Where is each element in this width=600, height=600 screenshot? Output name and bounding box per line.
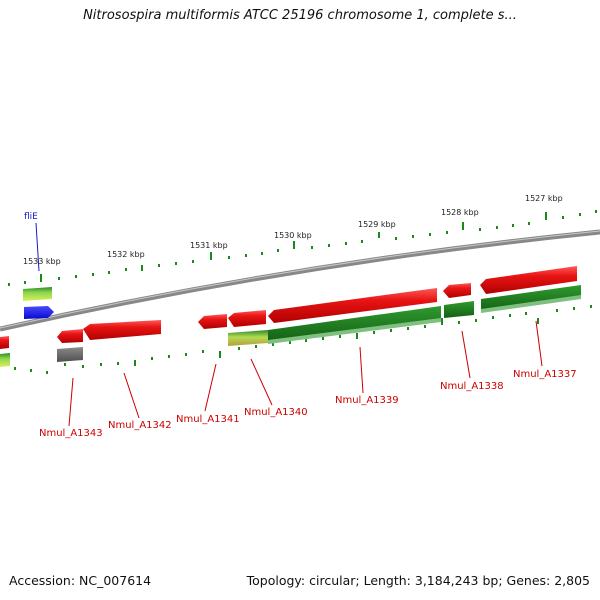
- gene-flie[interactable]: [24, 306, 54, 319]
- scale-label: 1531 kbp: [190, 241, 228, 250]
- feature-label-flie[interactable]: fliE: [24, 212, 38, 222]
- gene-flie-strip[interactable]: [23, 287, 52, 301]
- scale-labels: 1533 kbp 1532 kbp 1531 kbp 1530 kbp 1529…: [23, 194, 563, 266]
- locus-labels[interactable]: Nmul_A1343 Nmul_A1342 Nmul_A1341 Nmul_A1…: [39, 369, 577, 439]
- locus-label-nmul-a1339: Nmul_A1339: [335, 395, 399, 406]
- locus-leader-lines: [68, 320, 543, 427]
- gene-nmul-a1340: [228, 310, 266, 327]
- outer-scale-ticks: [8, 210, 597, 286]
- reverse-cds[interactable]: [0, 285, 581, 367]
- scale-label: 1529 kbp: [358, 220, 396, 229]
- scale-label: 1530 kbp: [274, 231, 312, 240]
- chromosome-backbone-highlight: [0, 230, 600, 329]
- locus-label-nmul-a1338: Nmul_A1338: [440, 381, 504, 392]
- accession-text: Accession: NC_007614: [9, 573, 152, 588]
- inner-scale-ticks: [14, 305, 592, 374]
- map-title: Nitrosospira multiformis ATCC 25196 chro…: [83, 8, 517, 23]
- gene-nmul-a1337: [480, 266, 577, 294]
- gene-nmul-a1339: [268, 288, 437, 323]
- locus-label-nmul-a1343: Nmul_A1343: [39, 428, 103, 439]
- gene-nmul-a1338: [443, 283, 471, 298]
- cds-nmul-a1337: [481, 285, 581, 312]
- cds-nmul-a1339: [268, 306, 441, 342]
- forward-genes[interactable]: [0, 266, 577, 349]
- gene-left-edge: [0, 336, 9, 349]
- locus-label-nmul-a1341: Nmul_A1341: [176, 414, 240, 425]
- scale-label: 1532 kbp: [107, 250, 145, 259]
- topology-summary: Topology: circular; Length: 3,184,243 bp…: [246, 573, 590, 588]
- cds-nmul-a1337-edge: [481, 295, 581, 313]
- locus-label-nmul-a1342: Nmul_A1342: [108, 420, 172, 431]
- locus-label-nmul-a1337: Nmul_A1337: [513, 369, 577, 380]
- scale-label: 1527 kbp: [525, 194, 563, 203]
- gene-nmul-a1343: [57, 329, 83, 343]
- scale-label: 1533 kbp: [23, 257, 61, 266]
- scale-label: 1528 kbp: [441, 208, 479, 217]
- chromosome-backbone: [0, 229, 600, 332]
- cds-left-edge: [0, 353, 10, 367]
- cds-nmul-a1338: [444, 301, 474, 318]
- feature-leader-line: [35, 222, 40, 272]
- cds-nmul-a1339-edge: [268, 318, 441, 344]
- gene-nmul-a1342: [83, 320, 161, 340]
- gene-nmul-a1341: [198, 314, 227, 329]
- cds-nmul-a1340-strip: [228, 330, 268, 346]
- locus-label-nmul-a1340: Nmul_A1340: [244, 407, 308, 418]
- cds-nmul-a1343: [57, 347, 83, 362]
